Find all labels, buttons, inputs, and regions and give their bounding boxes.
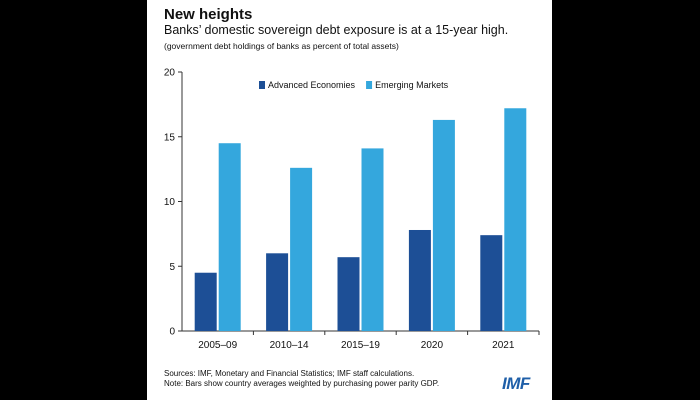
bar-emerging	[290, 167, 313, 331]
legend-swatch	[259, 81, 265, 89]
x-tick-label: 2005–09	[198, 340, 237, 351]
legend-label: Advanced Economies	[268, 80, 356, 90]
bar-emerging	[504, 108, 527, 331]
bar-emerging	[218, 143, 241, 331]
sources-note: Sources: IMF, Monetary and Financial Sta…	[164, 369, 439, 389]
x-tick-label: 2010–14	[270, 340, 309, 351]
note-line: Note: Bars show country averages weighte…	[164, 379, 440, 388]
chart-subtitle: Banks’ domestic sovereign debt exposure …	[164, 23, 509, 37]
bar-chart: 0 5 10 15 20 2005–09 2010–14 2015–19 2020 2021 Adv…	[164, 68, 540, 351]
imf-logo: IMF	[502, 374, 530, 393]
bar-emerging	[361, 148, 384, 331]
bar-advanced	[408, 229, 431, 331]
bar-emerging	[432, 119, 455, 331]
sources-line: Sources: IMF, Monetary and Financial Sta…	[164, 369, 415, 378]
legend-swatch	[366, 81, 373, 89]
legend-label: Emerging Markets	[375, 80, 449, 90]
y-tick-label: 5	[169, 262, 175, 273]
chart-card: New heights Banks’ domestic sovereign de…	[147, 0, 552, 400]
y-tick-label: 0	[169, 327, 175, 338]
chart-title: New heights	[164, 6, 253, 23]
x-tick-label: 2021	[492, 340, 515, 351]
units-note: (government debt holdings of banks as pe…	[164, 41, 399, 51]
bar-advanced	[194, 272, 217, 331]
y-tick-label: 10	[164, 197, 176, 208]
y-tick-label: 15	[164, 132, 176, 143]
bar-advanced	[480, 235, 503, 331]
x-tick-label: 2020	[421, 340, 444, 351]
bar-advanced	[337, 257, 360, 331]
x-tick-label: 2015–19	[341, 340, 380, 351]
y-tick-label: 20	[164, 68, 176, 79]
bar-advanced	[266, 253, 289, 331]
